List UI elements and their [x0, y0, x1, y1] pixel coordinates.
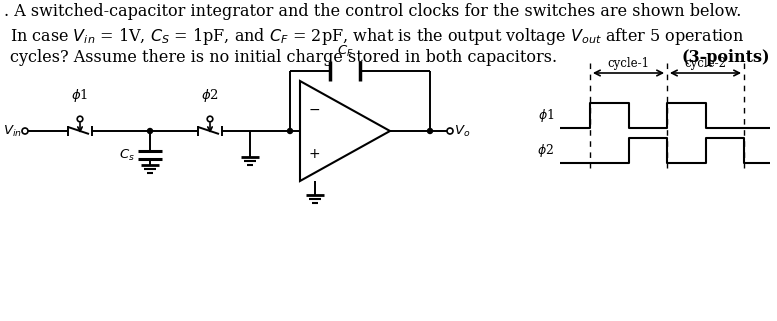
Text: $\phi$1: $\phi$1 — [71, 87, 89, 104]
Text: In case $V_{in}$ = 1V, $C_S$ = 1pF, and $C_F$ = 2pF, what is the output voltage : In case $V_{in}$ = 1V, $C_S$ = 1pF, and … — [10, 26, 744, 47]
Text: $C_F$: $C_F$ — [336, 44, 354, 59]
Text: cycle-2: cycle-2 — [685, 57, 726, 70]
Text: cycles? Assume there is no initial charge stored in both capacitors.: cycles? Assume there is no initial charg… — [10, 49, 557, 66]
Circle shape — [148, 128, 152, 134]
Text: $V_{in}$: $V_{in}$ — [3, 124, 22, 139]
Text: $+$: $+$ — [308, 146, 320, 160]
Text: . A switched-capacitor integrator and the control clocks for the switches are sh: . A switched-capacitor integrator and th… — [4, 3, 741, 20]
Text: $\phi$2: $\phi$2 — [537, 142, 554, 159]
Text: $V_o$: $V_o$ — [454, 124, 470, 139]
Circle shape — [427, 128, 433, 134]
Text: $-$: $-$ — [308, 101, 320, 116]
Circle shape — [287, 128, 292, 134]
Text: $C_s$: $C_s$ — [119, 147, 135, 162]
Text: $\phi$1: $\phi$1 — [538, 107, 554, 124]
Text: (3-points): (3-points) — [681, 49, 770, 66]
Text: cycle-1: cycle-1 — [608, 57, 650, 70]
Text: $\phi$2: $\phi$2 — [201, 87, 219, 104]
